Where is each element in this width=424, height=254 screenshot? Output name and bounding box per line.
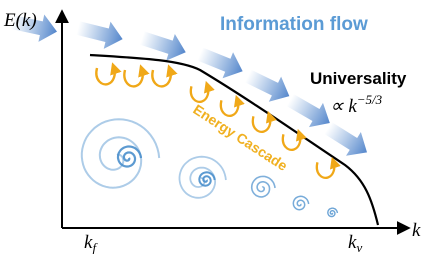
cascade-loop — [124, 70, 142, 86]
k-forcing-sub: f — [92, 240, 98, 254]
diagram: E(k) k Information flow Universality ∝ k… — [0, 0, 424, 254]
eddy — [328, 208, 338, 216]
k-viscous: kν — [348, 232, 362, 254]
cascade-loop — [96, 68, 114, 84]
scaling-law: ∝ k−5/3 — [330, 92, 383, 117]
cascade-loop — [152, 70, 170, 86]
information-flow-label: Information flow — [220, 14, 368, 35]
x-axis-label: k — [412, 220, 421, 241]
cascade-loop — [221, 100, 238, 116]
scaling-exponent: −5/3 — [357, 92, 383, 107]
eddy — [293, 196, 308, 209]
universality-label: Universality — [310, 69, 407, 88]
y-axis-label: E(k) — [3, 10, 37, 31]
cascade-loop — [191, 86, 208, 102]
eddy — [252, 176, 275, 197]
k-viscous-sub: ν — [356, 240, 362, 254]
cascade-loop — [317, 162, 334, 178]
eddy — [180, 157, 226, 198]
cascade-loop — [253, 116, 270, 132]
eddy — [82, 119, 159, 188]
scaling-symbol: ∝ k — [330, 96, 357, 117]
eddy — [199, 172, 214, 185]
k-forcing: kf — [84, 232, 98, 254]
energy-cascade-label: Energy Cascade — [190, 101, 290, 174]
cascade-loop — [283, 134, 300, 150]
